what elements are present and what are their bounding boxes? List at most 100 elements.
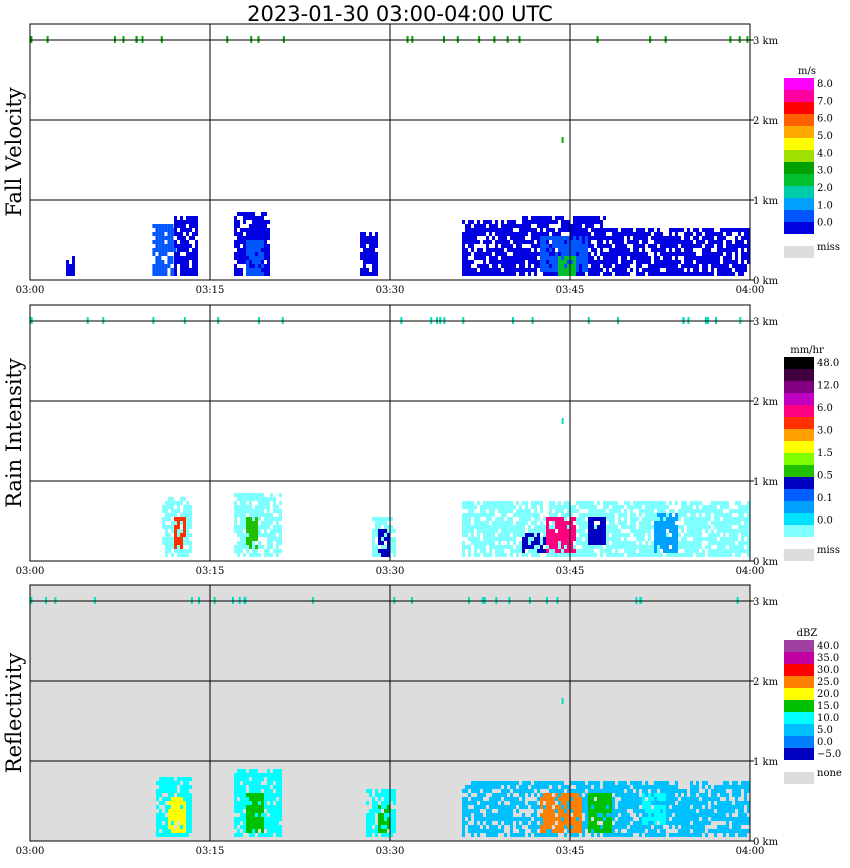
echo-cell — [702, 252, 705, 256]
echo-cell — [390, 793, 393, 797]
echo-cell — [726, 537, 729, 541]
echo-cell — [462, 220, 465, 224]
echo-cell — [477, 264, 480, 268]
echo-cell — [585, 817, 588, 821]
echo-cell — [603, 817, 606, 821]
echo-cell — [561, 521, 564, 525]
echo-cell — [687, 553, 690, 557]
echo-cell — [591, 533, 594, 537]
echo-cell — [174, 216, 177, 220]
y-tick-label: 0 km — [753, 276, 779, 287]
echo-cell — [711, 505, 714, 509]
echo-cell — [483, 232, 486, 236]
echo-cell — [249, 236, 252, 240]
echo-cell — [591, 256, 594, 260]
echo-cell — [678, 833, 681, 837]
echo-cell — [576, 521, 579, 525]
echo-cell — [636, 268, 639, 272]
echo-cell — [612, 248, 615, 252]
echo-cell — [516, 240, 519, 244]
echo-cell — [576, 501, 579, 505]
echo-cell — [258, 216, 261, 220]
echo-cell — [486, 236, 489, 240]
echo-cell — [591, 537, 594, 541]
echo-cell — [360, 244, 363, 248]
echo-cell — [192, 248, 195, 252]
echo-cell — [732, 545, 735, 549]
echo-cell — [699, 553, 702, 557]
echo-cell — [501, 805, 504, 809]
echo-cell — [693, 825, 696, 829]
echo-cell — [705, 248, 708, 252]
echo-cell — [615, 549, 618, 553]
echo-cell — [603, 272, 606, 276]
echo-cell — [510, 537, 513, 541]
echo-cell — [711, 232, 714, 236]
echo-cell — [696, 825, 699, 829]
echo-cell — [504, 529, 507, 533]
echo-cell — [498, 821, 501, 825]
echo-cell — [155, 272, 159, 276]
echo-cell — [636, 256, 639, 260]
echo-cell — [180, 232, 183, 236]
echo-cell — [183, 533, 186, 537]
echo-cell — [606, 252, 609, 256]
echo-cell — [714, 805, 717, 809]
echo-cell — [510, 224, 513, 228]
echo-cell — [708, 541, 711, 545]
echo-region — [522, 533, 546, 553]
echo-cell — [612, 829, 615, 833]
echo-cell — [636, 529, 639, 533]
echo-cell — [558, 553, 561, 557]
echo-cell — [180, 228, 183, 232]
colorbar-unit: m/s — [798, 66, 816, 77]
echo-cell — [171, 553, 174, 557]
echo-cell — [261, 801, 264, 805]
echo-cell — [609, 260, 612, 264]
echo-cell — [627, 801, 630, 805]
echo-cell — [660, 553, 663, 557]
echo-cell — [618, 529, 621, 533]
echo-cell — [270, 513, 273, 517]
echo-cell — [531, 529, 534, 533]
echo-cell — [561, 256, 564, 260]
echo-cell — [375, 268, 378, 272]
echo-cell — [723, 248, 726, 252]
echo-cell — [534, 785, 537, 789]
echo-cell — [630, 829, 633, 833]
echo-cell — [486, 244, 489, 248]
echo-cell — [158, 260, 162, 264]
echo-cell — [558, 260, 561, 264]
echo-cell — [246, 809, 249, 813]
echo-cell — [729, 513, 732, 517]
echo-cell — [393, 789, 396, 793]
echo-cell — [510, 525, 513, 529]
echo-region — [606, 228, 750, 276]
echo-cell — [243, 256, 246, 260]
echo-cell — [276, 525, 279, 529]
echo-cell — [501, 789, 504, 793]
echo-cell — [483, 781, 486, 785]
echo-cell — [585, 505, 588, 509]
echo-cell — [537, 232, 540, 236]
colorbar-swatch — [784, 429, 814, 441]
echo-cell — [498, 549, 501, 553]
echo-cell — [468, 252, 471, 256]
echo-cell — [552, 541, 555, 545]
echo-cell — [180, 809, 183, 813]
echo-cell — [276, 537, 279, 541]
echo-cell — [540, 236, 543, 240]
echo-cell — [645, 256, 648, 260]
echo-cell — [603, 236, 606, 240]
echo-cell — [249, 825, 252, 829]
echo-cell — [375, 521, 378, 525]
echo-cell — [243, 829, 246, 833]
echo-cell — [249, 244, 252, 248]
echo-cell — [732, 537, 735, 541]
echo-cell — [648, 260, 651, 264]
echo-cell — [564, 553, 567, 557]
echo-cell — [585, 541, 588, 545]
echo-cell — [171, 785, 174, 789]
echo-cell — [192, 260, 195, 264]
echo-cell — [615, 264, 618, 268]
